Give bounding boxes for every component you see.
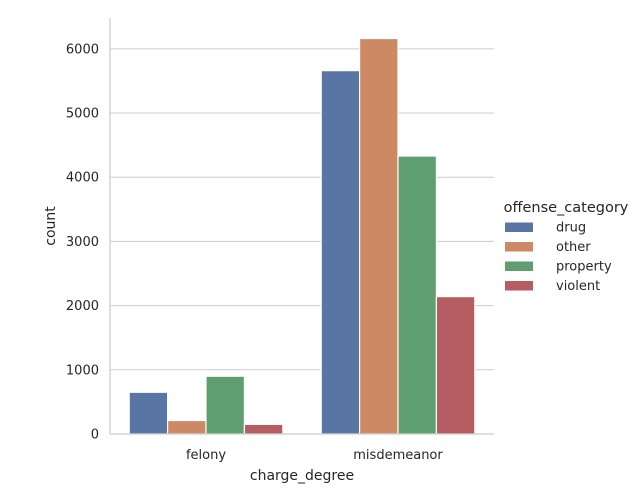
legend-title: offense_category <box>504 200 629 216</box>
x-axis-label: charge_degree <box>250 468 354 484</box>
bar-felony-violent <box>243 423 284 435</box>
y-tick-label: 2000 <box>66 299 99 314</box>
legend-label-drug: drug <box>556 221 586 236</box>
bar-felony-property <box>205 375 246 435</box>
y-tick-labels: 0 1000 2000 3000 4000 5000 6000 <box>66 42 99 442</box>
bar-felony-drug <box>128 391 169 435</box>
bars <box>128 37 476 435</box>
bar-misdemeanor-drug <box>320 70 361 435</box>
y-tick-label: 0 <box>91 428 99 443</box>
bar-felony-other <box>167 419 207 435</box>
y-tick-label: 3000 <box>66 235 99 250</box>
x-tick-label-misdemeanor: misdemeanor <box>353 448 443 463</box>
legend: offense_category drug other property violen… <box>504 200 629 294</box>
bar-misdemeanor-violent <box>435 296 476 435</box>
legend-label-other: other <box>556 240 591 255</box>
legend-swatch-drug <box>505 222 533 232</box>
legend-swatch-violent <box>505 281 533 291</box>
axes <box>109 18 494 435</box>
legend-label-property: property <box>556 260 612 275</box>
legend-swatch-other <box>505 242 533 252</box>
y-tick-label: 1000 <box>66 363 99 378</box>
y-tick-label: 5000 <box>66 107 99 122</box>
x-tick-labels: felony misdemeanor <box>186 448 443 463</box>
bar-misdemeanor-property <box>397 155 438 435</box>
y-axis-label: count <box>43 206 59 246</box>
legend-label-violent: violent <box>556 279 600 294</box>
legend-swatch-property <box>505 261 533 271</box>
y-tick-label: 6000 <box>66 42 99 57</box>
x-tick-label-felony: felony <box>186 448 226 463</box>
bar-misdemeanor-other <box>359 37 399 435</box>
y-tick-label: 4000 <box>66 171 99 186</box>
